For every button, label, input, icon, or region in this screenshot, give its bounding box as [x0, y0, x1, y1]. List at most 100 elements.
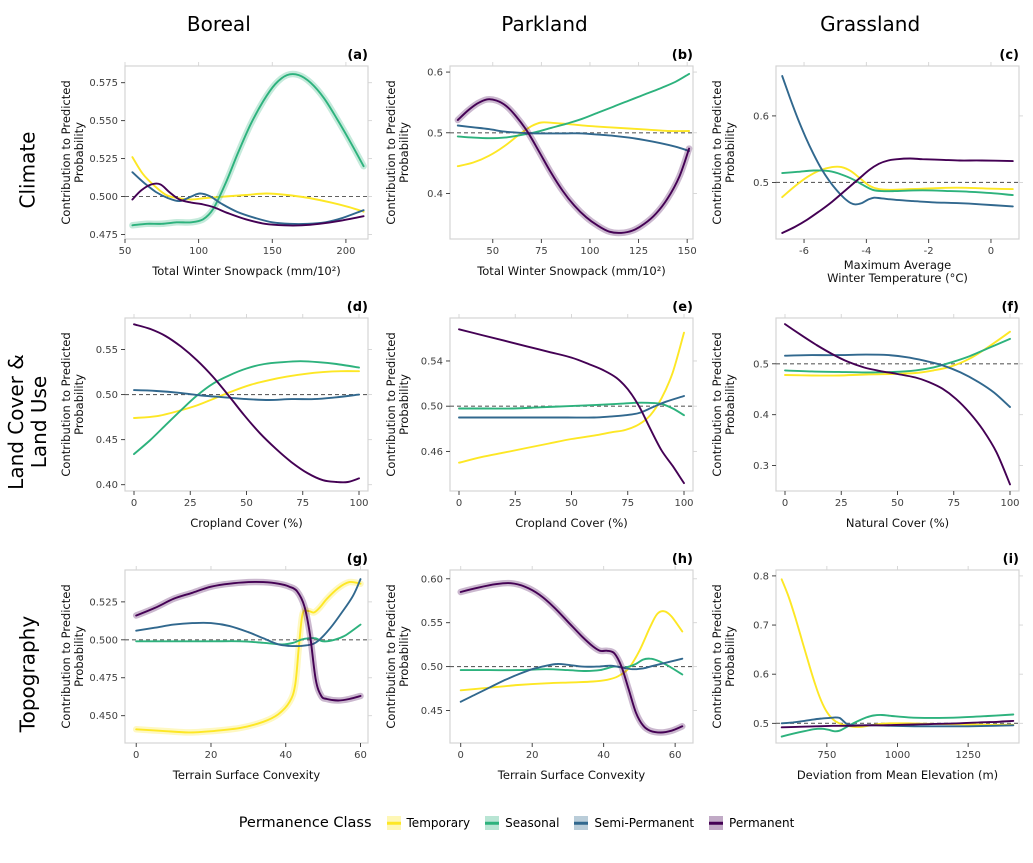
legend-item-label: Seasonal — [505, 816, 560, 830]
svg-text:75: 75 — [535, 246, 548, 257]
chart-panel-h: 0 20 40 60 0.45 0.50 0.55 0.60 (h) Terrain Surfac… — [384, 552, 698, 782]
chart-cell: 0 20 40 60 0.450 0.475 0.500 0.525 (g) Terrain Su… — [56, 548, 382, 800]
svg-text:50: 50 — [240, 498, 253, 509]
chart-panel-g: 0 20 40 60 0.450 0.475 0.500 0.525 (g) Terrain Su… — [59, 552, 372, 782]
legend-item-semi-permanent: Semi-Permanent — [574, 816, 694, 830]
svg-text:(g): (g) — [347, 552, 368, 567]
svg-text:(h): (h) — [672, 552, 693, 567]
svg-text:(f): (f) — [1002, 300, 1020, 315]
svg-text:40: 40 — [598, 750, 611, 761]
svg-text:-6: -6 — [799, 246, 809, 257]
svg-text:Contribution to Predicted: Contribution to Predicted — [384, 80, 398, 224]
svg-text:Natural Cover (%): Natural Cover (%) — [846, 516, 949, 530]
svg-text:Terrain Surface Convexity: Terrain Surface Convexity — [172, 768, 321, 782]
svg-text:0.54: 0.54 — [421, 356, 443, 367]
svg-text:Terrain Surface Convexity: Terrain Surface Convexity — [497, 768, 646, 782]
svg-text:0.5: 0.5 — [753, 359, 769, 370]
svg-text:100: 100 — [675, 498, 694, 509]
svg-text:60: 60 — [669, 750, 682, 761]
svg-text:0.50: 0.50 — [421, 662, 443, 673]
svg-text:0.6: 0.6 — [753, 111, 769, 122]
svg-text:100: 100 — [581, 246, 600, 257]
row-label-line: Land Use — [27, 375, 51, 469]
svg-text:0.4: 0.4 — [753, 410, 769, 421]
chart-panel-b: 50 75 100 125 150 0.4 0.5 0.6 (b) Total Winter Sn… — [384, 48, 698, 278]
svg-text:750: 750 — [817, 750, 836, 761]
legend-item-label: Semi-Permanent — [594, 816, 695, 830]
svg-text:20: 20 — [204, 750, 217, 761]
svg-text:Contribution to Predicted: Contribution to Predicted — [59, 80, 73, 224]
svg-text:Probability: Probability — [72, 122, 86, 183]
column-header-grassland: Grassland — [820, 12, 921, 36]
svg-text:Total Winter Snowpack (mm/10²): Total Winter Snowpack (mm/10²) — [151, 264, 341, 278]
column-header-boreal: Boreal — [186, 12, 251, 36]
chart-panel-a: 50 100 150 200 0.475 0.500 0.525 0.550 0.575 (a) T… — [59, 48, 372, 278]
svg-text:0: 0 — [133, 750, 139, 761]
svg-text:(a): (a) — [347, 48, 368, 63]
chart-cell: 0 25 50 75 100 0.40 0.45 0.50 0.55 (d) Cropland Co… — [56, 296, 382, 548]
svg-text:0.6: 0.6 — [428, 68, 444, 79]
svg-text:Probability: Probability — [72, 626, 86, 687]
row-label-line: Topography — [15, 615, 40, 733]
svg-text:Probability: Probability — [723, 374, 737, 435]
chart-cell: 50 75 100 125 150 0.4 0.5 0.6 (b) Total Winter Sn… — [382, 44, 708, 296]
legend-swatch-temporary-icon — [386, 816, 401, 830]
legend-item-label: Temporary — [406, 816, 471, 830]
column-header-row: Boreal Parkland Grassland — [0, 4, 1033, 44]
svg-text:Probability: Probability — [397, 122, 411, 183]
svg-text:75: 75 — [296, 498, 309, 509]
column-header-parkland: Parkland — [501, 12, 588, 36]
svg-text:-2: -2 — [924, 246, 934, 257]
svg-text:0.475: 0.475 — [89, 673, 118, 684]
svg-text:Cropland Cover (%): Cropland Cover (%) — [516, 516, 629, 530]
svg-text:0.55: 0.55 — [96, 345, 118, 356]
svg-text:0.500: 0.500 — [89, 192, 118, 203]
chart-panel-i: 750 1000 1250 0.5 0.6 0.7 0.8 (i) Deviation from… — [710, 552, 1024, 782]
svg-text:50: 50 — [891, 498, 904, 509]
svg-text:200: 200 — [336, 246, 355, 257]
svg-text:75: 75 — [622, 498, 635, 509]
svg-text:0.5: 0.5 — [753, 719, 769, 730]
chart-panel-d: 0 25 50 75 100 0.40 0.45 0.50 0.55 (d) Cropland Co… — [59, 300, 372, 530]
svg-text:0.525: 0.525 — [89, 154, 118, 165]
svg-text:Total Winter Snowpack (mm/10²): Total Winter Snowpack (mm/10²) — [477, 264, 667, 278]
svg-text:0.550: 0.550 — [89, 116, 118, 127]
svg-text:0.500: 0.500 — [89, 635, 118, 646]
svg-text:50: 50 — [566, 498, 579, 509]
chart-cell: 0 25 50 75 100 0.46 0.50 0.54 (e) Cropland Cover … — [382, 296, 708, 548]
svg-text:-4: -4 — [862, 246, 872, 257]
svg-text:0.3: 0.3 — [753, 461, 769, 472]
svg-text:0: 0 — [456, 498, 462, 509]
chart-grid: Climate 50 100 150 200 0.475 0.500 0.525 0.550 0… — [0, 44, 1033, 800]
svg-text:0.450: 0.450 — [89, 711, 118, 722]
row-label-land-cover: Land Cover & Land Use — [0, 296, 56, 548]
chart-panel-e: 0 25 50 75 100 0.46 0.50 0.54 (e) Cropland Cover … — [384, 300, 698, 530]
legend-swatch-semi-permanent-icon — [574, 816, 589, 830]
svg-text:0.7: 0.7 — [753, 621, 769, 632]
svg-text:0.475: 0.475 — [89, 230, 118, 241]
svg-text:Cropland Cover (%): Cropland Cover (%) — [190, 516, 303, 530]
legend-item-seasonal: Seasonal — [485, 816, 559, 830]
legend-item-permanent: Permanent — [709, 816, 794, 830]
svg-text:(e): (e) — [673, 300, 694, 315]
svg-text:Contribution to Predicted: Contribution to Predicted — [59, 584, 73, 728]
svg-text:0: 0 — [988, 246, 994, 257]
svg-text:Probability: Probability — [723, 626, 737, 687]
legend-item-label: Permanent — [729, 816, 795, 830]
svg-text:0.40: 0.40 — [96, 480, 118, 491]
row-label-line: Land Cover & — [4, 354, 28, 490]
chart-cell: -6 -4 -2 0 0.5 0.6 (c) Maximum Average Winter Te… — [707, 44, 1033, 296]
svg-text:50: 50 — [118, 246, 131, 257]
svg-text:100: 100 — [349, 498, 368, 509]
svg-text:Contribution to Predicted: Contribution to Predicted — [710, 584, 724, 728]
svg-text:50: 50 — [487, 246, 500, 257]
svg-text:25: 25 — [184, 498, 197, 509]
svg-text:0.4: 0.4 — [428, 189, 444, 200]
svg-text:0.46: 0.46 — [421, 447, 443, 458]
svg-text:Contribution to Predicted: Contribution to Predicted — [384, 332, 398, 476]
legend-swatch-seasonal-icon — [485, 816, 500, 830]
row-label-topography: Topography — [0, 548, 56, 800]
svg-text:150: 150 — [263, 246, 282, 257]
chart-panel-f: 0 25 50 75 100 0.3 0.4 0.5 (f) Natural Cover (%) C… — [710, 300, 1024, 530]
svg-text:Deviation from Mean Elevation: Deviation from Mean Elevation (m) — [797, 768, 998, 782]
